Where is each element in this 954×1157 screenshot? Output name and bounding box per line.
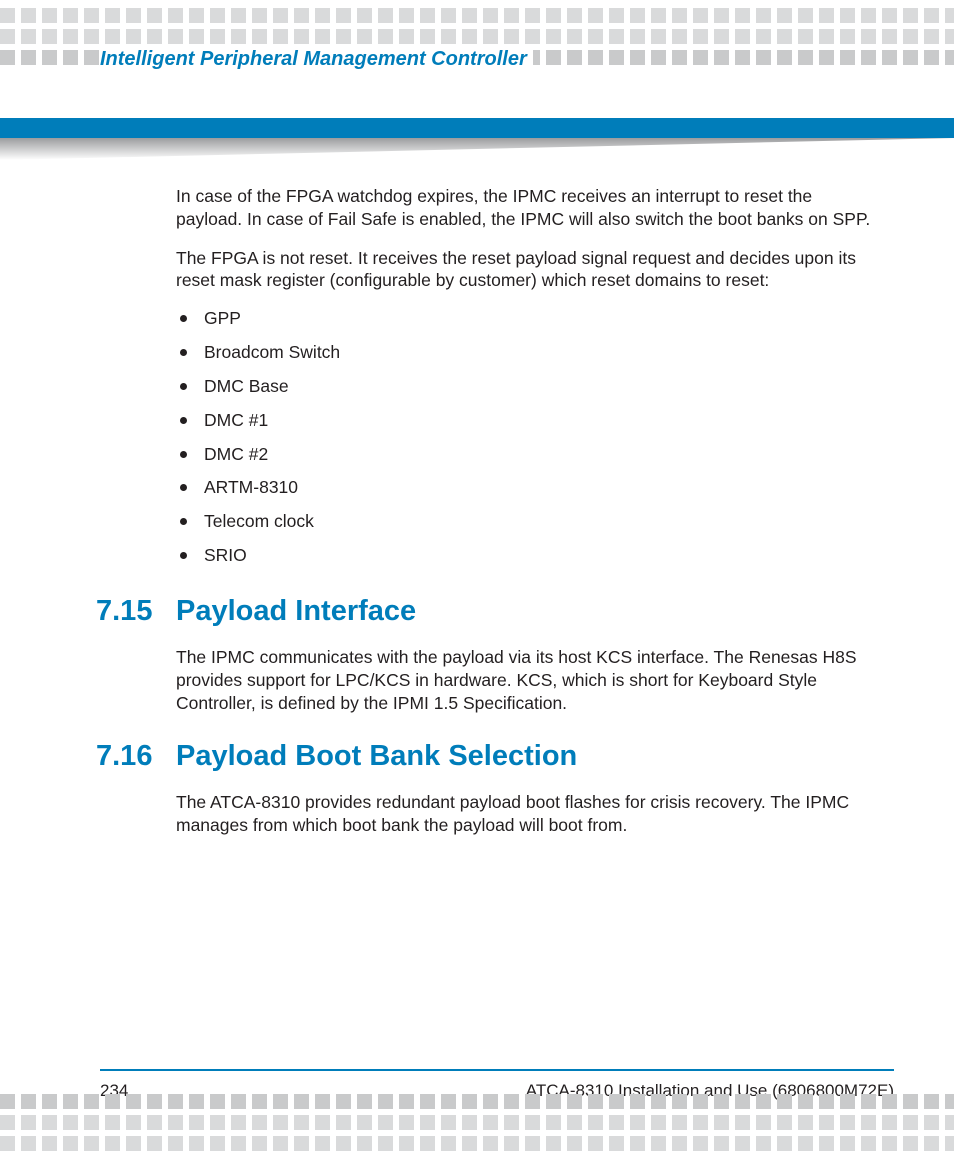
footer-page-number: 234: [100, 1081, 128, 1101]
section-7-16: 7.16 Payload Boot Bank Selection: [176, 740, 876, 773]
section-number: 7.15: [96, 595, 152, 628]
list-item: DMC #1: [176, 410, 876, 432]
intro-para-2: The FPGA is not reset. It receives the r…: [176, 247, 876, 293]
list-item: GPP: [176, 308, 876, 330]
section-title: Payload Interface: [176, 595, 876, 628]
page-header-title: Intelligent Peripheral Management Contro…: [100, 48, 533, 71]
list-item: SRIO: [176, 545, 876, 567]
list-item: DMC #2: [176, 444, 876, 466]
page-content: In case of the FPGA watchdog expires, th…: [176, 185, 876, 853]
list-item: ARTM-8310: [176, 477, 876, 499]
list-item: DMC Base: [176, 376, 876, 398]
intro-para-1: In case of the FPGA watchdog expires, th…: [176, 185, 876, 231]
section-7-15: 7.15 Payload Interface: [176, 595, 876, 628]
section-7-16-para: The ATCA-8310 provides redundant payload…: [176, 791, 876, 837]
reset-domains-list: GPP Broadcom Switch DMC Base DMC #1 DMC …: [176, 308, 876, 567]
section-7-15-para: The IPMC communicates with the payload v…: [176, 646, 876, 714]
footer-dot-pattern: [0, 1094, 954, 1157]
list-item: Telecom clock: [176, 511, 876, 533]
section-number: 7.16: [96, 740, 152, 773]
footer-doc-id: ATCA-8310 Installation and Use (6806800M…: [526, 1081, 894, 1101]
header-blue-bar: [0, 118, 954, 138]
footer-rule: [100, 1069, 894, 1071]
header-wedge: [0, 138, 954, 160]
section-title: Payload Boot Bank Selection: [176, 740, 876, 773]
list-item: Broadcom Switch: [176, 342, 876, 364]
page-footer: 234 ATCA-8310 Installation and Use (6806…: [100, 1081, 894, 1101]
